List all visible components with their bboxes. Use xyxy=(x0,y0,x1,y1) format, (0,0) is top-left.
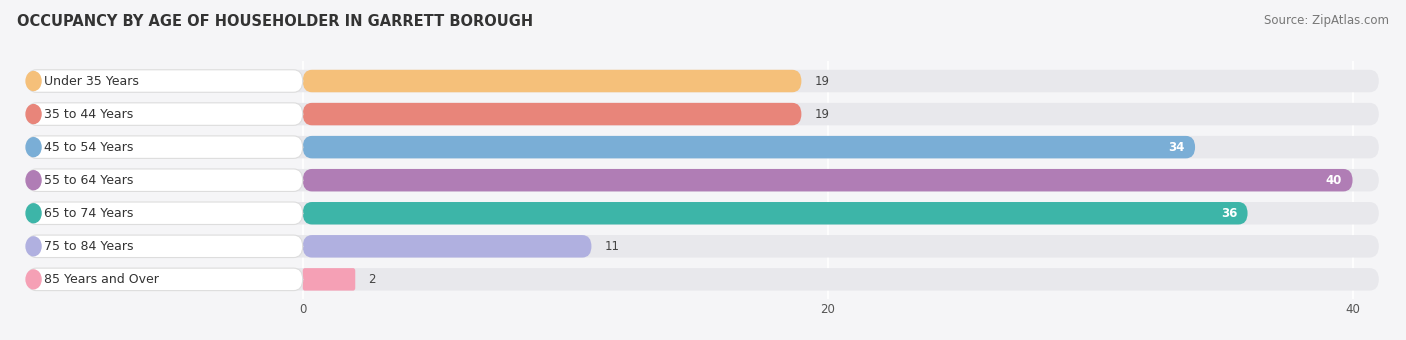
Text: 45 to 54 Years: 45 to 54 Years xyxy=(44,141,134,154)
Text: 75 to 84 Years: 75 to 84 Years xyxy=(44,240,134,253)
Circle shape xyxy=(27,270,41,289)
FancyBboxPatch shape xyxy=(27,169,1379,191)
Text: 11: 11 xyxy=(605,240,620,253)
FancyBboxPatch shape xyxy=(27,169,302,191)
Text: 85 Years and Over: 85 Years and Over xyxy=(44,273,159,286)
Circle shape xyxy=(27,72,41,90)
FancyBboxPatch shape xyxy=(27,268,1379,291)
Circle shape xyxy=(27,105,41,123)
FancyBboxPatch shape xyxy=(27,202,302,224)
FancyBboxPatch shape xyxy=(27,136,1379,158)
Text: Under 35 Years: Under 35 Years xyxy=(44,74,139,87)
FancyBboxPatch shape xyxy=(27,268,302,291)
Text: 19: 19 xyxy=(814,74,830,87)
Circle shape xyxy=(27,138,41,157)
Text: 40: 40 xyxy=(1326,174,1343,187)
FancyBboxPatch shape xyxy=(27,202,1379,224)
FancyBboxPatch shape xyxy=(27,235,302,258)
FancyBboxPatch shape xyxy=(27,235,1379,258)
Text: Source: ZipAtlas.com: Source: ZipAtlas.com xyxy=(1264,14,1389,27)
FancyBboxPatch shape xyxy=(302,103,801,125)
FancyBboxPatch shape xyxy=(27,136,302,158)
Text: 34: 34 xyxy=(1168,141,1185,154)
FancyBboxPatch shape xyxy=(27,70,302,92)
FancyBboxPatch shape xyxy=(302,202,1247,224)
Circle shape xyxy=(27,204,41,223)
Text: 36: 36 xyxy=(1220,207,1237,220)
FancyBboxPatch shape xyxy=(27,103,1379,125)
FancyBboxPatch shape xyxy=(27,70,1379,92)
FancyBboxPatch shape xyxy=(302,268,356,291)
Text: 19: 19 xyxy=(814,107,830,121)
FancyBboxPatch shape xyxy=(27,103,302,125)
FancyBboxPatch shape xyxy=(302,169,1353,191)
FancyBboxPatch shape xyxy=(302,70,801,92)
FancyBboxPatch shape xyxy=(302,136,1195,158)
Text: OCCUPANCY BY AGE OF HOUSEHOLDER IN GARRETT BOROUGH: OCCUPANCY BY AGE OF HOUSEHOLDER IN GARRE… xyxy=(17,14,533,29)
Circle shape xyxy=(27,237,41,256)
Text: 2: 2 xyxy=(368,273,375,286)
Circle shape xyxy=(27,171,41,190)
Text: 35 to 44 Years: 35 to 44 Years xyxy=(44,107,134,121)
FancyBboxPatch shape xyxy=(302,235,592,258)
Text: 55 to 64 Years: 55 to 64 Years xyxy=(44,174,134,187)
Text: 65 to 74 Years: 65 to 74 Years xyxy=(44,207,134,220)
